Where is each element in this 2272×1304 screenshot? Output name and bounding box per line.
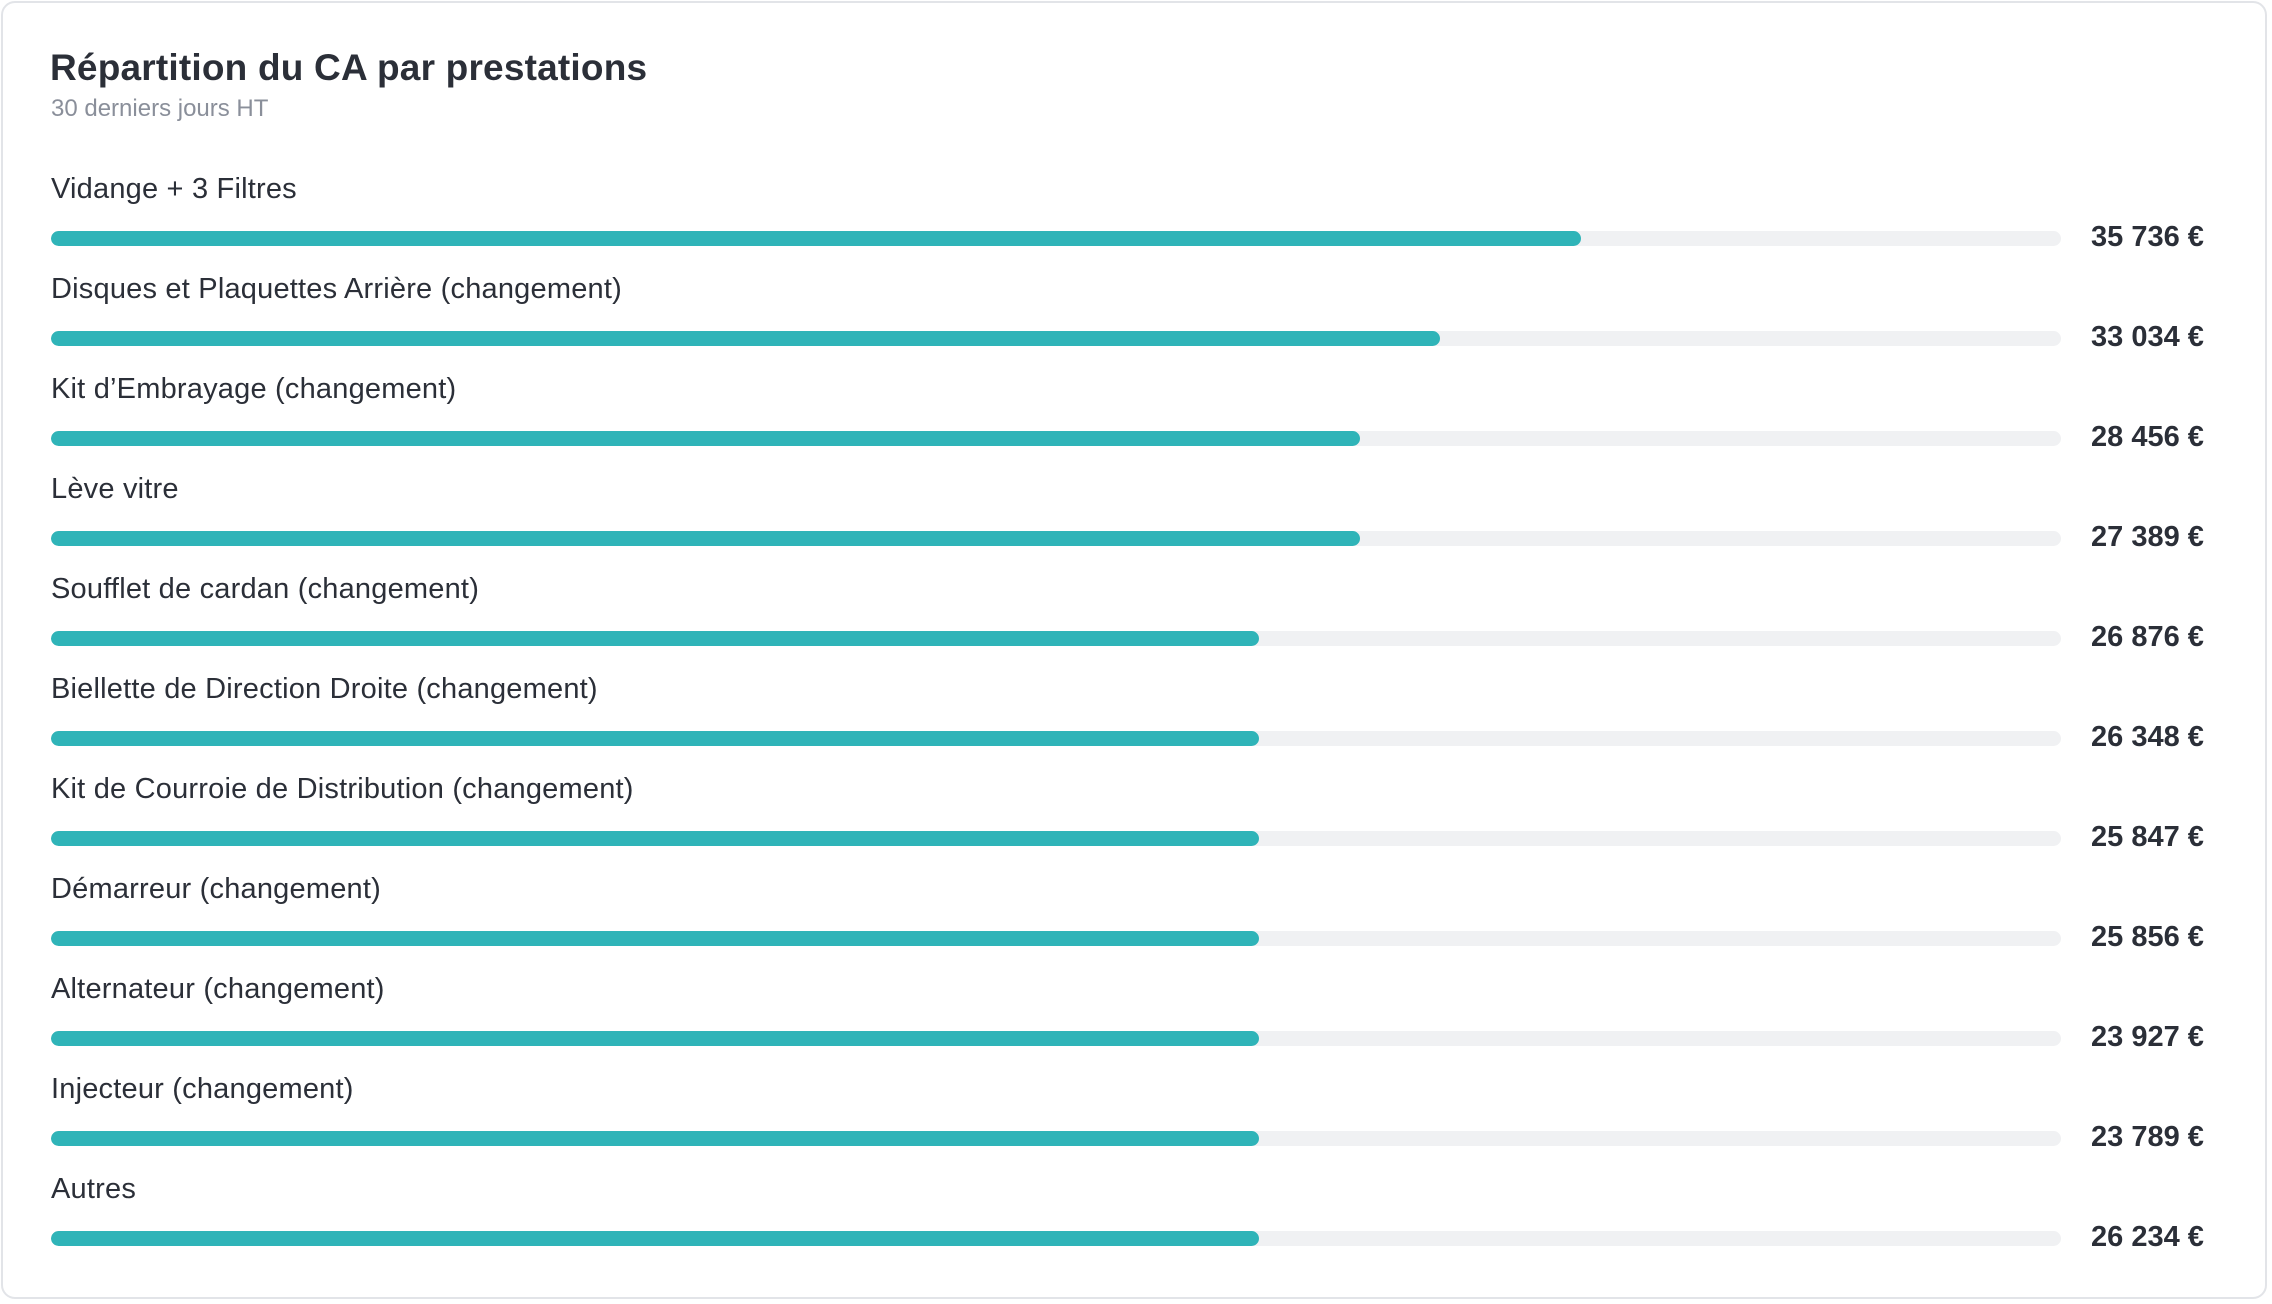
bar-row: Kit d’Embrayage (changement) 28 456 € bbox=[51, 373, 2231, 473]
bar-label: Kit d’Embrayage (changement) bbox=[51, 373, 457, 405]
bar-value-label: 28 456 € bbox=[2091, 421, 2204, 453]
bar-fill bbox=[51, 531, 1360, 546]
bar-label: Démarreur (changement) bbox=[51, 873, 381, 905]
bar-track bbox=[51, 231, 2061, 246]
bar-label: Injecteur (changement) bbox=[51, 1073, 354, 1105]
bar-fill bbox=[51, 831, 1259, 846]
bar-value-label: 25 847 € bbox=[2091, 821, 2204, 853]
bar-fill bbox=[51, 631, 1259, 646]
bar-fill bbox=[51, 1131, 1259, 1146]
bar-value-label: 26 348 € bbox=[2091, 721, 2204, 753]
bar-row: Biellette de Direction Droite (changemen… bbox=[51, 673, 2231, 773]
bar-track bbox=[51, 531, 2061, 546]
bar-track bbox=[51, 1031, 2061, 1046]
bar-value-label: 25 856 € bbox=[2091, 921, 2204, 953]
bar-row: Lève vitre 27 389 € bbox=[51, 473, 2231, 573]
bar-value-label: 33 034 € bbox=[2091, 321, 2204, 353]
chart-title: Répartition du CA par prestations bbox=[50, 47, 648, 88]
bar-label: Disques et Plaquettes Arrière (changemen… bbox=[51, 273, 622, 305]
bar-value-label: 27 389 € bbox=[2091, 521, 2204, 553]
bar-row: Démarreur (changement) 25 856 € bbox=[51, 873, 2231, 973]
bar-track bbox=[51, 831, 2061, 846]
bar-list: Vidange + 3 Filtres 35 736 € Disques et Pl… bbox=[51, 173, 2231, 1273]
bar-fill bbox=[51, 731, 1259, 746]
bar-label: Alternateur (changement) bbox=[51, 973, 385, 1005]
bar-row: Injecteur (changement) 23 789 € bbox=[51, 1073, 2231, 1173]
bar-value-label: 26 234 € bbox=[2091, 1221, 2204, 1253]
bar-row: Autres 26 234 € bbox=[51, 1173, 2231, 1273]
bar-label: Kit de Courroie de Distribution (changem… bbox=[51, 773, 634, 805]
chart-subtitle: 30 derniers jours HT bbox=[51, 95, 269, 122]
bar-track bbox=[51, 1231, 2061, 1246]
bar-label: Biellette de Direction Droite (changemen… bbox=[51, 673, 598, 705]
bar-row: Disques et Plaquettes Arrière (changemen… bbox=[51, 273, 2231, 373]
bar-row: Vidange + 3 Filtres 35 736 € bbox=[51, 173, 2231, 273]
bar-fill bbox=[51, 431, 1360, 446]
bar-value-label: 35 736 € bbox=[2091, 221, 2204, 253]
bar-track bbox=[51, 731, 2061, 746]
bar-label: Vidange + 3 Filtres bbox=[51, 173, 297, 205]
bar-value-label: 23 789 € bbox=[2091, 1121, 2204, 1153]
bar-fill bbox=[51, 1231, 1259, 1246]
bar-track bbox=[51, 631, 2061, 646]
bar-track bbox=[51, 1131, 2061, 1146]
bar-track bbox=[51, 431, 2061, 446]
bar-row: Alternateur (changement) 23 927 € bbox=[51, 973, 2231, 1073]
bar-row: Kit de Courroie de Distribution (changem… bbox=[51, 773, 2231, 873]
bar-label: Lève vitre bbox=[51, 473, 179, 505]
bar-row: Soufflet de cardan (changement) 26 876 € bbox=[51, 573, 2231, 673]
bar-fill bbox=[51, 231, 1581, 246]
bar-fill bbox=[51, 331, 1440, 346]
bar-track bbox=[51, 331, 2061, 346]
bar-label: Autres bbox=[51, 1173, 137, 1205]
bar-value-label: 26 876 € bbox=[2091, 621, 2204, 653]
bar-label: Soufflet de cardan (changement) bbox=[51, 573, 480, 605]
bar-value-label: 23 927 € bbox=[2091, 1021, 2204, 1053]
bar-fill bbox=[51, 1031, 1259, 1046]
bar-fill bbox=[51, 931, 1259, 946]
bar-track bbox=[51, 931, 2061, 946]
